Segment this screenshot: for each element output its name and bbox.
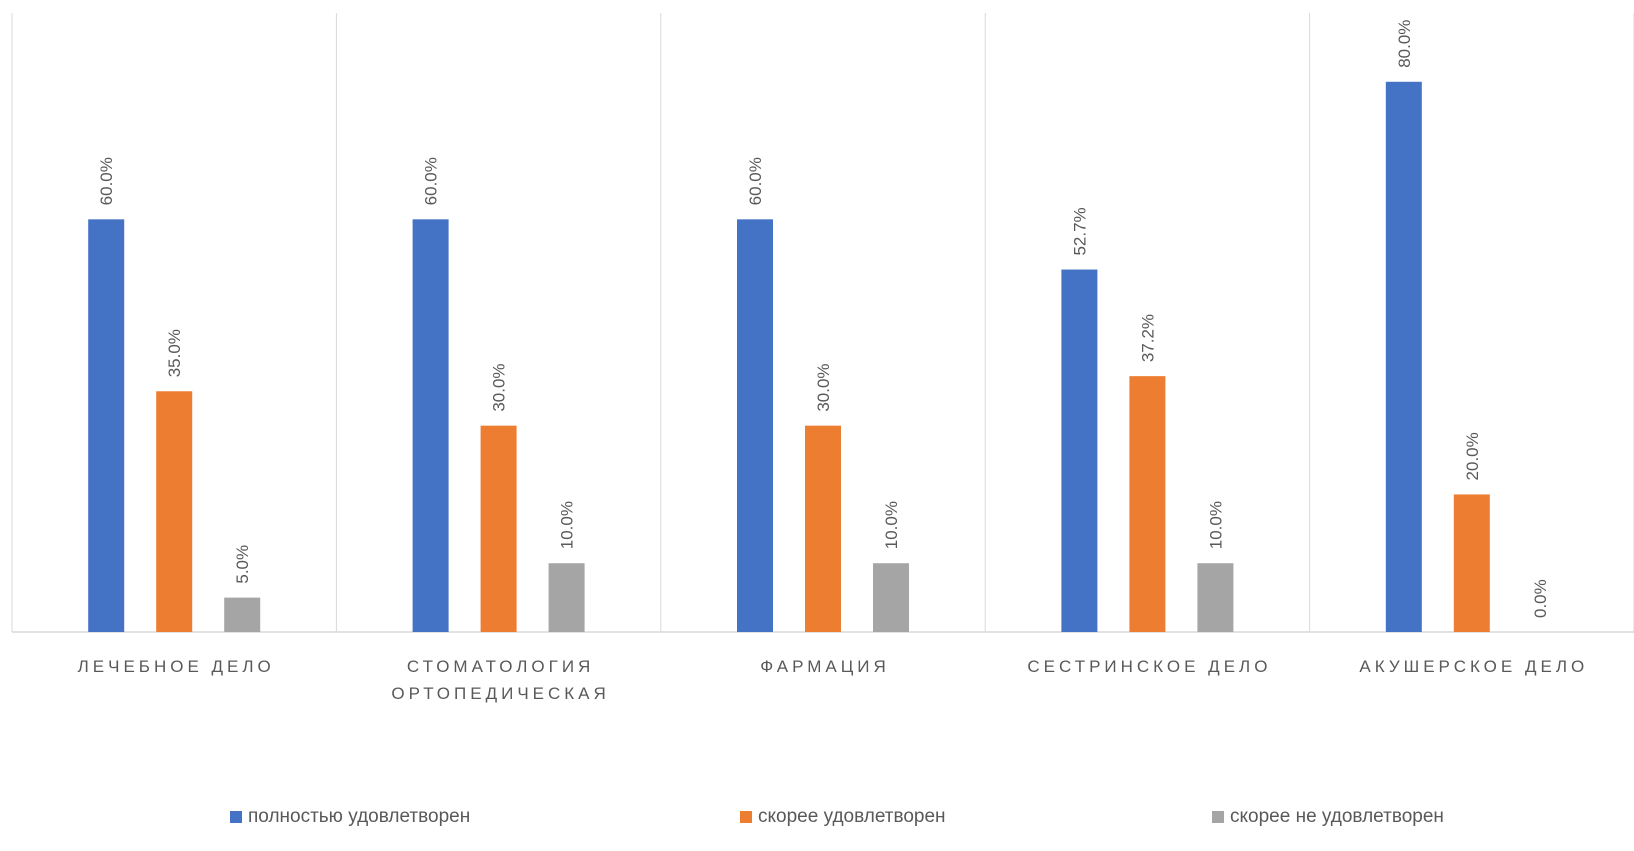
bar-chart: 60.0% 35.0% 5.0% ЛЕЧЕБНОЕ ДЕЛО 60.0% 30.0% 10.… <box>11 13 1634 703</box>
x-tick-label: СЕСТРИНСКОЕ ДЕЛО <box>1027 657 1271 676</box>
data-label: 80.0% <box>1395 20 1414 68</box>
legend-label-series-1: полностью удовлетворен <box>248 806 471 827</box>
data-label: 5.0% <box>233 545 252 584</box>
bar-series-1 <box>737 219 773 633</box>
bar-series-3 <box>548 563 585 632</box>
bar-series-3 <box>224 597 261 632</box>
data-label: 10.0% <box>558 501 577 549</box>
x-tick-label: АКУШЕРСКОЕ ДЕЛО <box>1359 657 1588 676</box>
data-label: 0.0% <box>1531 579 1550 618</box>
legend-swatch-series-1 <box>230 811 242 823</box>
legend-label-series-3: скорее не удовлетворен <box>1230 806 1444 827</box>
data-label: 10.0% <box>1206 501 1225 549</box>
data-label: 10.0% <box>882 501 901 549</box>
data-label: 60.0% <box>97 157 116 205</box>
bar-series-2 <box>480 425 517 632</box>
legend-item-series-3: скорее не удовлетворен <box>1212 806 1444 828</box>
legend-swatch-series-3 <box>1212 811 1224 823</box>
legend-item-series-2: скорее удовлетворен <box>740 806 946 828</box>
bar-series-1 <box>1385 81 1422 633</box>
data-label: 30.0% <box>490 363 509 411</box>
data-label: 60.0% <box>422 157 441 205</box>
x-tick-label: ФАРМАЦИЯ <box>760 657 890 676</box>
bar-series-2 <box>1453 494 1490 632</box>
data-label: 30.0% <box>814 363 833 411</box>
legend-label-series-2: скорее удовлетворен <box>758 806 946 827</box>
bar-series-2 <box>156 391 193 632</box>
x-tick-label: ЛЕЧЕБНОЕ ДЕЛО <box>78 657 275 676</box>
x-tick-label: СТОМАТОЛОГИЯ <box>407 657 594 676</box>
legend-swatch-series-2 <box>740 811 752 823</box>
data-label: 35.0% <box>165 329 184 377</box>
bar-series-1 <box>1061 269 1098 632</box>
data-label: 60.0% <box>746 157 765 205</box>
bar-series-2 <box>805 425 841 632</box>
x-tick-label: ОРТОПЕДИЧЕСКАЯ <box>391 684 609 703</box>
data-label: 37.2% <box>1138 314 1157 362</box>
bar-series-3 <box>1197 563 1234 632</box>
legend-item-series-1: полностью удовлетворен <box>230 806 470 828</box>
chart-legend: полностью удовлетворен скорее удовлетвор… <box>0 806 1634 836</box>
bar-series-3 <box>873 563 909 632</box>
bar-series-1 <box>88 219 125 633</box>
data-label: 20.0% <box>1463 432 1482 480</box>
bar-series-1 <box>412 219 449 633</box>
bar-series-2 <box>1129 376 1166 632</box>
data-label: 52.7% <box>1070 207 1089 255</box>
